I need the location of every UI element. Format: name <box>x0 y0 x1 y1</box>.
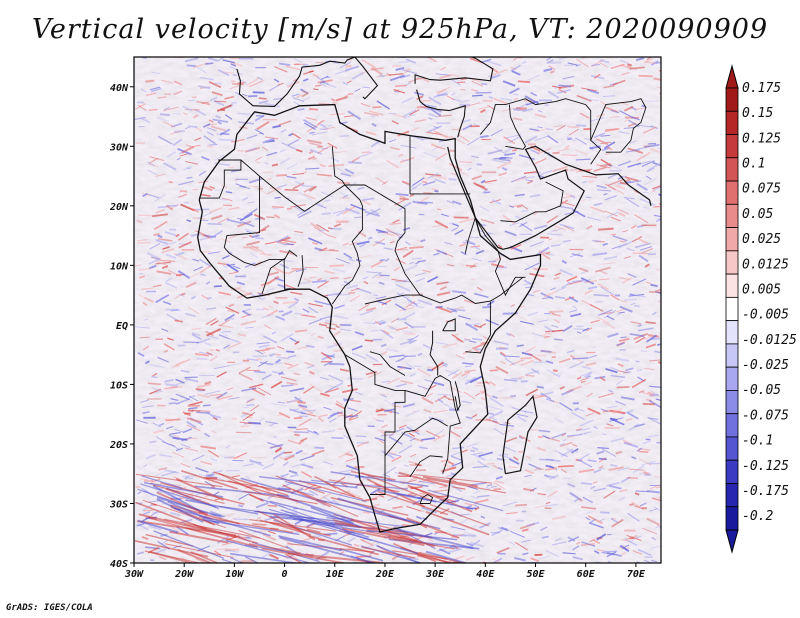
colorbar-label: 0.175 <box>742 81 781 96</box>
colorbar-swatch <box>725 227 739 252</box>
lon-tick-label: 30E <box>425 569 445 580</box>
colorbar-label: -0.075 <box>742 408 789 423</box>
lat-tick-label: 10N <box>110 261 129 272</box>
lat-tick-label: 20S <box>109 440 128 451</box>
border-drc <box>369 351 406 376</box>
lat-tick-label: 20N <box>109 202 129 213</box>
velocity-field <box>134 57 661 563</box>
colorbar-swatch <box>725 250 739 275</box>
lesotho-outline <box>419 493 434 504</box>
lon-tick-label: 60E <box>577 569 596 580</box>
colorbar-label: 0.005 <box>742 282 781 297</box>
border-chad-cameroon <box>331 184 363 305</box>
colorbar-swatch <box>725 110 739 135</box>
border-ethiopia <box>464 216 526 297</box>
colorbar-label: -0.1 <box>742 434 773 449</box>
colorbar-swatch <box>725 413 739 438</box>
border-angola-namibia <box>344 354 406 495</box>
border-mali <box>223 176 298 266</box>
colorbar-label: 0.05 <box>742 207 773 222</box>
colorbar-swatch <box>725 273 739 298</box>
colorbar-swatch <box>725 483 739 508</box>
colorbar-swatch <box>725 343 739 368</box>
colorbar: 0.175 0.15 0.125 0.1 0.075 0.05 0.025 0.0125 0.0… <box>725 64 797 554</box>
colorbar-swatch <box>725 390 739 415</box>
colorbar-label: -0.175 <box>742 484 789 499</box>
border-afghanistan <box>590 98 647 153</box>
lon-tick-label: 20E <box>375 569 395 580</box>
lon-tick-label: 20W <box>174 569 194 580</box>
europe-coastline <box>236 57 379 107</box>
colorbar-label: -0.025 <box>742 358 789 373</box>
latitude-axis: 40N 30N 20N 10N EQ 10S 20S 30S 40S <box>109 83 134 570</box>
colorbar-swatch <box>725 203 739 228</box>
colorbar-swatch <box>725 180 739 205</box>
lon-tick-label: 40E <box>476 569 495 580</box>
lon-tick-label: 10E <box>326 569 345 580</box>
lon-tick-label: 0 <box>282 569 288 580</box>
border-sahel <box>240 159 524 304</box>
colorbar-label: -0.2 <box>742 509 773 524</box>
colorbar-label: 0.1 <box>742 157 765 172</box>
lat-tick-label: EQ <box>116 321 128 332</box>
lon-tick-label: 70E <box>627 569 646 580</box>
colorbar-min-arrow <box>725 529 739 554</box>
lat-tick-label: 40S <box>110 559 128 570</box>
lon-tick-label: 50E <box>526 569 545 580</box>
lon-tick-label: 30W <box>124 569 144 580</box>
colorbar-swatch <box>725 157 739 182</box>
border-libya-algeria <box>331 146 346 186</box>
colorbar-swatch <box>725 506 739 531</box>
border-car <box>364 294 423 305</box>
border-zambia-moz <box>404 374 461 474</box>
longitude-axis: 30W 20W 10W 0 10E 20E 30E 40E 50E 60E 70E <box>124 563 646 580</box>
border-yemen-saudi <box>500 181 564 223</box>
lat-tick-label: 30N <box>109 142 129 153</box>
border-iraq <box>505 104 527 150</box>
colorbar-label: -0.05 <box>742 383 781 398</box>
map-title: Vertical velocity [m/s] at 925hPa, VT: 2… <box>31 14 769 45</box>
lake-malawi <box>454 381 461 412</box>
border-ghana <box>261 257 291 295</box>
colorbar-swatch <box>725 459 739 484</box>
colorbar-label: 0.025 <box>742 232 781 247</box>
colorbar-swatch <box>725 366 739 391</box>
colorbar-swatch <box>725 436 739 461</box>
credit-text: GrADS: IGES/COLA <box>6 603 93 613</box>
colorbar-label: 0.15 <box>742 106 773 121</box>
lake-victoria <box>442 318 456 332</box>
colorbar-swatch <box>725 296 739 322</box>
colorbar-label: -0.005 <box>742 308 789 323</box>
colorbar-label: 0.125 <box>742 131 781 146</box>
colorbar-label: -0.125 <box>742 459 789 474</box>
africa-coastline <box>197 103 542 533</box>
border-limpopo <box>409 455 443 477</box>
arabia-coastline <box>447 145 652 250</box>
colorbar-label: 0.075 <box>742 182 781 197</box>
lake-tanganyika <box>429 330 439 376</box>
colorbar-label: 0.0125 <box>742 257 789 272</box>
border-zambezi <box>384 417 448 457</box>
lat-tick-label: 40N <box>110 83 129 94</box>
levant-coastline <box>416 89 466 138</box>
colorbar-swatch <box>725 87 739 112</box>
madagascar-coastline <box>502 394 538 475</box>
lat-tick-label: 30S <box>109 499 128 510</box>
colorbar-max-arrow <box>725 64 739 89</box>
lon-tick-label: 10W <box>225 569 244 580</box>
border-kenya <box>465 301 491 354</box>
border-benin <box>297 255 304 287</box>
colorbar-label: -0.0125 <box>742 333 797 348</box>
colorbar-swatch <box>725 134 739 159</box>
plot-frame <box>133 56 662 564</box>
blacksea-coastline <box>414 57 494 84</box>
colorbar-swatch <box>725 320 739 345</box>
lat-tick-label: 10S <box>110 380 128 391</box>
